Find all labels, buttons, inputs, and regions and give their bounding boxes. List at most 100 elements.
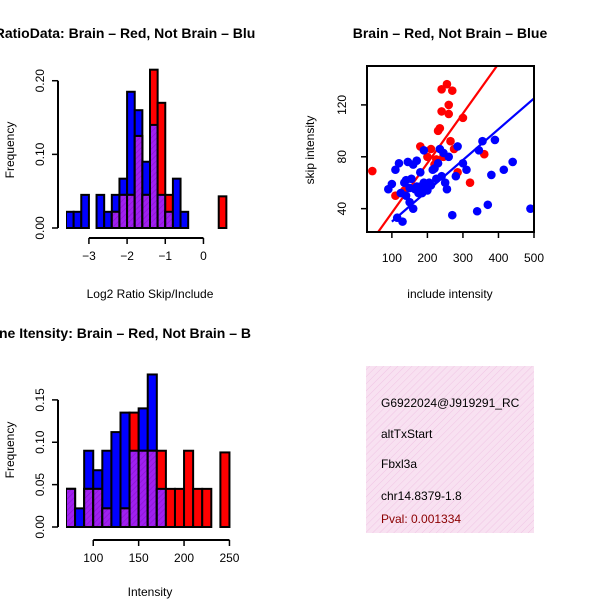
brain-point: [435, 123, 445, 133]
intensity-histogram-x-tick-label: 100: [83, 551, 103, 565]
brain-point: [446, 136, 455, 146]
intensity-scatter-xlabel: include intensity: [407, 287, 492, 301]
not-brain-point: [472, 206, 482, 216]
not-brain-point: [444, 152, 454, 162]
brain-point: [437, 107, 446, 116]
brain-point: [465, 178, 475, 188]
ratio-histogram-y-tick-label: 0.20: [33, 69, 47, 93]
ratio-histogram-x-tick-label: −1: [158, 249, 172, 263]
intensity-scatter-y-tick-label: 80: [335, 150, 349, 164]
brain-point: [444, 100, 454, 110]
brain-point: [368, 166, 377, 176]
intensity-histogram-x-tick-label: 200: [174, 551, 194, 565]
not-brain-point: [451, 171, 461, 181]
not-brain-point: [412, 156, 422, 165]
ratio-histogram-y-tick-label: 0.00: [33, 216, 47, 240]
ratio-histogram-bar-brain: [217, 195, 228, 230]
brain-point: [444, 109, 454, 119]
not-brain-point: [408, 204, 418, 213]
ratio-histogram: RatioData: Brain – Red, Not Brain – Blu …: [0, 25, 255, 301]
intensity-scatter-ylabel: skip intensity: [303, 116, 317, 185]
intensity-histogram-bar-brain: [192, 487, 204, 528]
not-brain-point: [447, 210, 457, 220]
intensity-histogram-y-tick-label: 0.15: [33, 388, 47, 412]
intensity-scatter-x-tick-label: 400: [488, 251, 508, 265]
intensity-scatter-x-tick-label: 200: [417, 251, 437, 265]
not-brain-point: [426, 181, 436, 190]
not-brain-fit-line: [391, 97, 534, 223]
not-brain-point: [398, 217, 407, 226]
intensity-histogram-bar-overlap: [83, 487, 95, 528]
not-brain-point: [483, 200, 493, 210]
ratio-histogram-bar-overlap: [133, 134, 144, 229]
ratio-histogram-x-tick-label: −2: [120, 249, 134, 263]
intensity-histogram-ylabel: Frequency: [3, 422, 17, 479]
intensity-scatter-y-tick-label: 120: [335, 95, 349, 115]
intensity-histogram-bar-overlap: [146, 449, 158, 528]
intensity-scatter-frame: [366, 65, 535, 233]
not-brain-point: [394, 158, 404, 168]
intensity-histogram-bar-not-brain: [110, 431, 122, 528]
info-gene-name: Fbxl3a: [381, 457, 417, 471]
intensity-scatter-y-tick-label: 40: [335, 202, 349, 216]
ratio-histogram-bar-not-brain: [179, 210, 190, 230]
ratio-histogram-xlabel: Log2 Ratio Skip/Include: [87, 287, 214, 301]
ratio-histogram-bar-overlap: [149, 123, 159, 229]
intensity-histogram-y-tick-label: 0.00: [33, 515, 47, 539]
brain-point: [442, 79, 452, 89]
ratio-histogram-bar-overlap: [164, 210, 174, 230]
not-brain-point: [437, 171, 446, 181]
ratio-histogram-bar-overlap: [126, 193, 136, 229]
info-panel-background: [366, 366, 534, 533]
ratio-histogram-bar-overlap: [156, 193, 167, 229]
not-brain-point: [526, 204, 534, 213]
not-brain-point: [442, 184, 452, 194]
ratio-histogram-bar-overlap: [118, 193, 129, 229]
not-brain-point: [391, 165, 400, 175]
not-brain-point: [453, 142, 462, 151]
intensity-histogram: ne Itensity: Brain – Red, Not Brain – B …: [0, 325, 251, 599]
intensity-scatter-x-tick-label: 500: [524, 251, 544, 265]
not-brain-point: [433, 158, 443, 168]
intensity-histogram-y-tick-label: 0.05: [33, 473, 47, 497]
info-event-type: altTxStart: [381, 427, 433, 441]
info-event-id: G6922024@J919291_RC: [381, 396, 520, 410]
intensity-scatter: Brain – Red, Not Brain – Blue 100 200 300 4…: [303, 25, 548, 301]
ratio-histogram-bar-not-brain: [103, 210, 113, 230]
not-brain-point: [462, 165, 471, 175]
ratio-histogram-ylabel: Frequency: [3, 122, 17, 179]
ratio-histogram-bar-not-brain: [171, 177, 182, 229]
brain-point: [447, 86, 457, 95]
not-brain-point: [487, 170, 496, 180]
intensity-histogram-y-tick-label: 0.10: [33, 430, 47, 454]
info-location: chr14.8379-1.8: [381, 489, 462, 503]
ratio-histogram-bar-not-brain: [72, 210, 83, 230]
ratio-histogram-bar-overlap: [141, 193, 151, 229]
intensity-histogram-xlabel: Intensity: [128, 585, 173, 599]
info-panel: G6922024@J919291_RC altTxStart Fbxl3a ch…: [366, 366, 534, 533]
intensity-histogram-bar-brain: [219, 451, 231, 528]
ratio-histogram-y-tick-label: 0.10: [33, 142, 47, 166]
intensity-scatter-title: Brain – Red, Not Brain – Blue: [353, 25, 548, 41]
not-brain-point: [508, 157, 517, 167]
intensity-histogram-title: ne Itensity: Brain – Red, Not Brain – B: [0, 325, 251, 341]
not-brain-point: [407, 174, 416, 184]
intensity-histogram-bar-overlap: [101, 507, 113, 528]
intensity-histogram-bar-overlap: [137, 449, 149, 528]
intensity-histogram-x-tick-label: 250: [219, 551, 239, 565]
intensity-scatter-x-tick-label: 100: [382, 251, 402, 265]
brain-point: [426, 144, 436, 154]
intensity-histogram-bar-overlap: [128, 449, 140, 528]
ratio-histogram-bar-not-brain: [95, 193, 106, 229]
ratio-histogram-bar-overlap: [110, 210, 121, 230]
info-pvalue: Pval: 0.001334: [381, 512, 461, 526]
brain-fit-line: [376, 66, 499, 232]
not-brain-point: [415, 168, 425, 177]
not-brain-point: [401, 191, 411, 200]
intensity-scatter-x-tick-label: 300: [453, 251, 473, 265]
intensity-histogram-bar-brain: [183, 449, 195, 528]
not-brain-point: [440, 178, 450, 188]
not-brain-point: [478, 136, 487, 146]
ratio-histogram-x-tick-label: −3: [82, 249, 96, 263]
